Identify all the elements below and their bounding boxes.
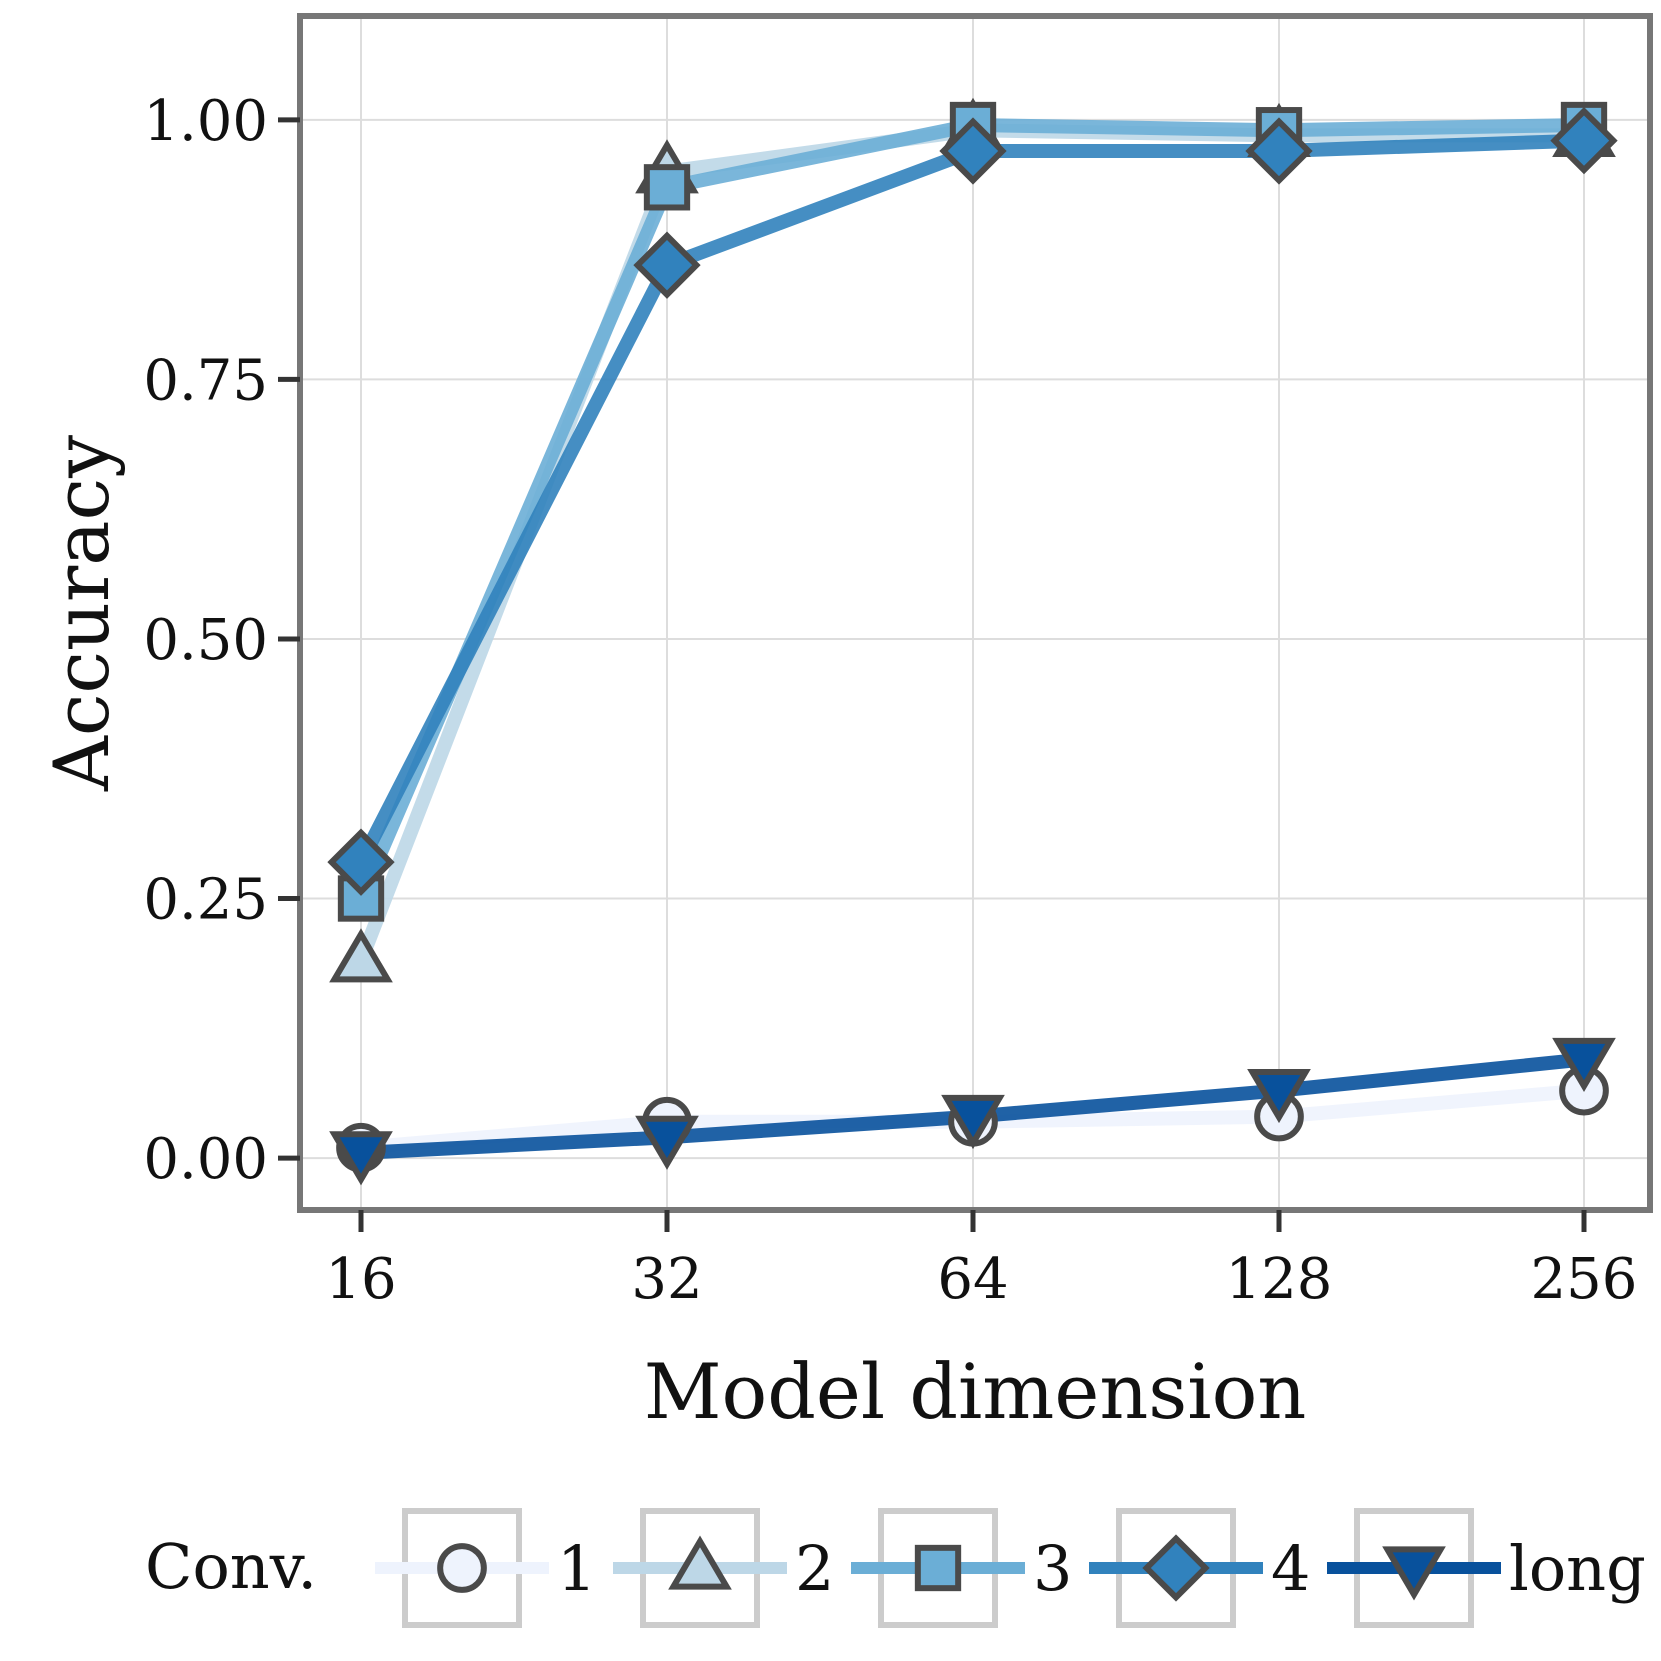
y-axis: 0.00 0.25 0.50 0.75 1.00 xyxy=(143,89,300,1192)
legend-item-1: 1 xyxy=(375,1508,596,1628)
x-tick-label: 32 xyxy=(631,1247,702,1312)
y-tick-label: 1.00 xyxy=(143,89,268,154)
legend: Conv. 1 2 3 4 long xyxy=(145,1508,1646,1628)
legend-key-marker xyxy=(668,1535,732,1590)
x-axis: 16 32 64 128 256 xyxy=(325,1210,1637,1312)
x-axis-title: Model dimension xyxy=(644,1347,1307,1436)
data-point-4-256 xyxy=(1550,106,1618,175)
x-tick-label: 64 xyxy=(937,1247,1008,1312)
legend-key-marker xyxy=(1142,1534,1210,1602)
legend-label: 1 xyxy=(557,1532,596,1605)
y-tick-label: 0.00 xyxy=(143,1127,268,1192)
y-tick-label: 0.50 xyxy=(143,608,268,673)
data-point-long-16 xyxy=(329,1131,393,1186)
y-axis-title: Accuracy xyxy=(37,435,126,792)
legend-key-marker xyxy=(1382,1546,1446,1601)
series-markers xyxy=(327,97,1618,1186)
data-point-long-128 xyxy=(1247,1068,1311,1124)
data-point-long-64 xyxy=(941,1094,1005,1150)
data-point-4-16 xyxy=(327,828,395,896)
legend-title: Conv. xyxy=(145,1530,317,1603)
data-point-3-32 xyxy=(643,164,691,211)
legend-label: 3 xyxy=(1033,1532,1072,1605)
legend-key-marker xyxy=(437,1543,487,1593)
legend-label: 4 xyxy=(1271,1532,1310,1605)
legend-item-3: 3 xyxy=(851,1508,1072,1628)
data-point-4-32 xyxy=(633,231,701,299)
data-point-long-32 xyxy=(635,1115,699,1170)
legend-key-marker xyxy=(914,1544,962,1592)
data-point-long-256 xyxy=(1552,1037,1616,1092)
legend-label: 2 xyxy=(795,1532,834,1605)
y-tick-label: 0.75 xyxy=(143,348,268,413)
legend-item-4: 4 xyxy=(1089,1508,1310,1628)
legend-item-2: 2 xyxy=(613,1508,834,1628)
data-point-4-64 xyxy=(939,117,1007,185)
x-tick-label: 128 xyxy=(1226,1247,1333,1312)
x-tick-label: 16 xyxy=(325,1247,396,1312)
legend-item-long: long xyxy=(1327,1508,1646,1628)
x-tick-label: 256 xyxy=(1531,1247,1638,1312)
legend-label: long xyxy=(1509,1532,1646,1605)
y-tick-label: 0.25 xyxy=(143,868,268,933)
data-point-4-128 xyxy=(1245,117,1313,185)
data-point-2-16 xyxy=(329,928,393,983)
